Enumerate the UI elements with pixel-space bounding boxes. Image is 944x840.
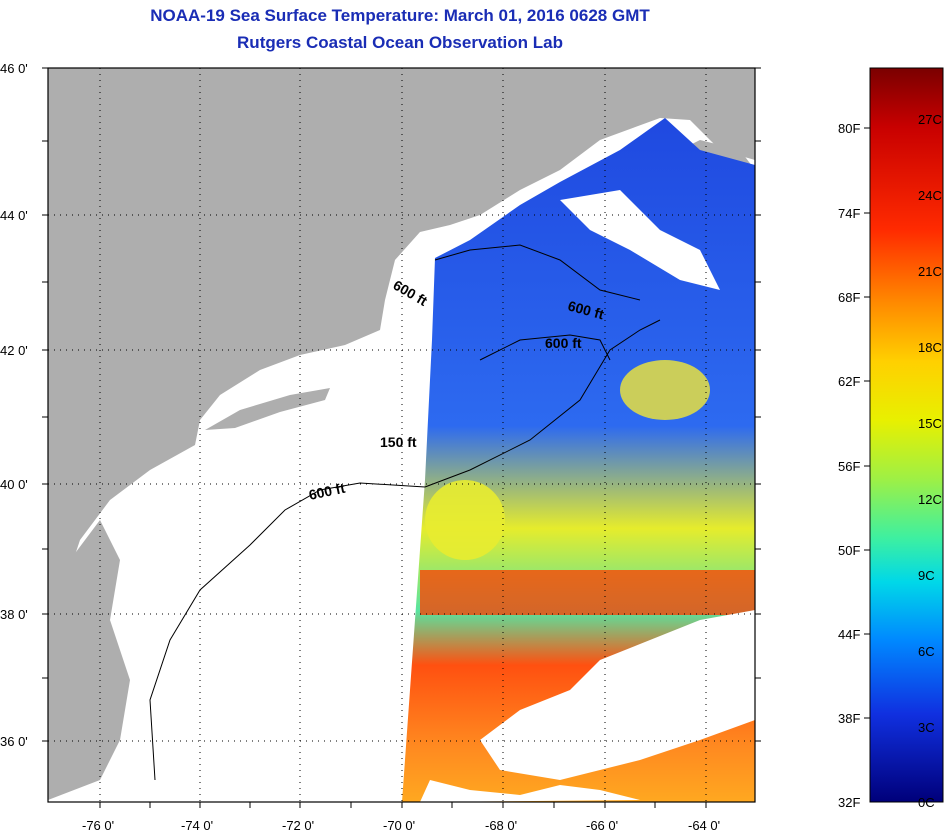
tick-marks (42, 67, 761, 808)
land-mainland (48, 68, 755, 610)
bathymetry-contours (149, 244, 661, 781)
colorbar-label-c: 18C (918, 340, 942, 355)
lon-label: -68 0' (485, 818, 517, 833)
lon-label: -74 0' (181, 818, 213, 833)
land-long-island (205, 388, 330, 430)
temperature-colorbar (869, 67, 944, 803)
colorbar-label-f: 62F (838, 374, 860, 389)
gulf-stream (420, 570, 755, 615)
colorbar-label-c: 9C (918, 568, 935, 583)
colorbar-label-c: 3C (918, 720, 935, 735)
lat-label: 44 0' (0, 208, 28, 223)
colorbar-label-f: 32F (838, 795, 860, 810)
land-delmarva (48, 520, 130, 800)
lon-label: -66 0' (586, 818, 618, 833)
lat-label: 36 0' (0, 734, 28, 749)
graticule (48, 68, 755, 802)
lat-label: 40 0' (0, 477, 28, 492)
colorbar-label-f: 68F (838, 290, 860, 305)
map-title: NOAA-19 Sea Surface Temperature: March 0… (150, 6, 650, 25)
colorbar-label-c: 27C (918, 112, 942, 127)
colorbar-label-f: 38F (838, 711, 860, 726)
contour-label: 600 ft (545, 335, 582, 351)
colorbar-label-f: 74F (838, 206, 860, 221)
contour-label: 150 ft (380, 434, 417, 450)
colorbar-label-c: 0C (918, 795, 935, 810)
warm-core (425, 480, 505, 560)
lon-label: -72 0' (282, 818, 314, 833)
contour-label: 600 ft (307, 480, 346, 503)
colorbar-label-c: 15C (918, 416, 942, 431)
lon-label: -76 0' (82, 818, 114, 833)
colorbar-label-f: 44F (838, 627, 860, 642)
colorbar-label-c: 24C (918, 188, 942, 203)
colorbar-label-f: 80F (838, 121, 860, 136)
lat-label: 42 0' (0, 343, 28, 358)
lon-label: -64 0' (688, 818, 720, 833)
colorbar-label-f: 56F (838, 459, 860, 474)
warm-eddy (620, 360, 710, 420)
cloud-mask (480, 610, 755, 780)
satellite-swath (402, 118, 755, 802)
map-subtitle: Rutgers Coastal Ocean Observation Lab (237, 33, 563, 52)
cloud-mask (420, 780, 640, 802)
colorbar-label-c: 21C (918, 264, 942, 279)
colorbar-label-c: 12C (918, 492, 942, 507)
lat-label: 38 0' (0, 607, 28, 622)
lat-label: 46 0' (0, 61, 28, 76)
colorbar-label-f: 50F (838, 543, 860, 558)
colorbar-ticks (864, 127, 870, 719)
colorbar-label-c: 6C (918, 644, 935, 659)
lon-label: -70 0' (383, 818, 415, 833)
